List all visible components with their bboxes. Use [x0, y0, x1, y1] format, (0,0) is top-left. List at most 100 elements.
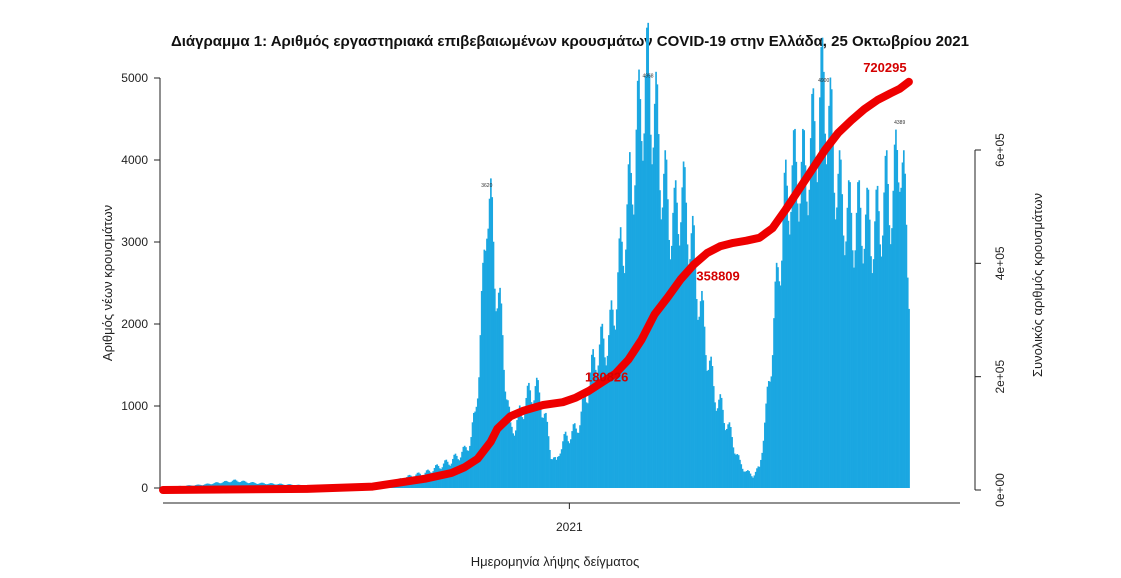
daily-bar: [905, 224, 908, 488]
daily-bar: [753, 475, 756, 488]
daily-bar: [788, 234, 791, 488]
daily-bar: [765, 403, 767, 488]
daily-bar: [778, 281, 781, 488]
daily-bar: [821, 37, 824, 488]
daily-bar: [602, 338, 605, 488]
daily-bar: [668, 239, 670, 488]
daily-bar: [840, 159, 842, 488]
daily-bar: [649, 134, 652, 488]
y-tick-label: 5000: [121, 71, 148, 85]
daily-bar: [592, 349, 594, 488]
daily-bar: [608, 335, 610, 488]
daily-bar: [716, 408, 719, 488]
daily-bar: [878, 211, 880, 488]
daily-bar: [555, 459, 558, 488]
daily-bar: [741, 468, 744, 488]
daily-bar: [712, 386, 715, 488]
daily-bar: [762, 440, 765, 488]
daily-bar: [711, 366, 714, 488]
daily-bar: [723, 423, 726, 488]
daily-bar: [217, 482, 220, 488]
daily-bar: [547, 436, 550, 488]
daily-bar: [728, 422, 731, 488]
y-axis-left-ticks: 0 1000 2000 3000 4000 5000: [121, 71, 160, 495]
daily-bar: [897, 182, 900, 488]
y-tick-label: 1000: [121, 399, 148, 413]
daily-bar: [243, 480, 246, 488]
daily-bar: [554, 457, 556, 488]
daily-bar: [493, 288, 496, 488]
daily-bar: [805, 201, 808, 488]
daily-bar: [775, 262, 778, 488]
y-tick-label: 0: [141, 481, 148, 495]
daily-bar: [218, 483, 221, 488]
daily-bar: [546, 421, 549, 488]
daily-bar: [895, 129, 897, 488]
daily-bar: [545, 412, 547, 488]
daily-bar: [901, 162, 904, 489]
daily-bar: [846, 207, 849, 488]
daily-bar: [710, 356, 712, 488]
y-axis-right-ticks: 0e+00 2e+05 4e+05 6e+05: [975, 133, 1007, 507]
daily-bar: [859, 207, 862, 488]
daily-bar: [685, 202, 688, 489]
daily-bar: [230, 481, 233, 488]
daily-bar: [484, 250, 487, 488]
daily-bar: [661, 207, 664, 489]
daily-bar: [560, 449, 563, 488]
daily-bar: [235, 480, 238, 488]
daily-bar: [577, 432, 580, 488]
daily-bar: [902, 150, 905, 488]
daily-bar: [251, 482, 254, 488]
daily-bar: [832, 137, 834, 488]
cumulative-annotations: 180826 358809 720295: [585, 60, 907, 385]
y-tick-label: 3000: [121, 235, 148, 249]
daily-bar: [752, 477, 754, 488]
daily-bar: [503, 369, 505, 488]
daily-bar: [761, 452, 764, 488]
daily-bar: [851, 250, 854, 488]
daily-bar: [594, 369, 597, 488]
daily-bar: [779, 285, 782, 488]
daily-bar: [807, 215, 809, 489]
daily-bar: [623, 273, 626, 488]
chart-title: Διάγραμμα 1: Αριθμός εργαστηριακά επιβεβ…: [171, 33, 969, 50]
daily-bar: [250, 482, 252, 488]
daily-bar: [543, 413, 546, 488]
daily-bar: [876, 185, 879, 488]
daily-bar: [516, 420, 518, 488]
daily-bar: [729, 427, 732, 488]
daily-bar: [773, 318, 775, 488]
daily-bar: [758, 466, 761, 488]
daily-bar: [850, 212, 853, 489]
daily-bar: [529, 390, 532, 488]
daily-bar: [745, 471, 748, 488]
daily-bar: [794, 128, 796, 488]
daily-bar: [562, 441, 564, 488]
daily-bar: [566, 435, 568, 488]
daily-bar: [686, 244, 689, 488]
daily-bar: [234, 479, 237, 488]
daily-bar: [499, 287, 501, 488]
daily-bar: [766, 386, 769, 488]
daily-bar: [722, 409, 724, 488]
daily-bar: [737, 455, 740, 488]
daily-bar: [707, 369, 710, 488]
daily-bar: [826, 148, 829, 488]
daily-bar: [705, 355, 707, 488]
daily-bar: [904, 173, 906, 488]
daily-bar: [847, 180, 850, 488]
daily-bar: [482, 262, 484, 488]
y2-tick-label: 4e+05: [993, 246, 1007, 280]
x-axis-label: Ημερομηνία λήψης δείγματος: [471, 554, 640, 569]
daily-bar: [483, 249, 486, 488]
daily-bar: [889, 244, 892, 488]
daily-bar: [478, 377, 480, 488]
daily-bar: [571, 431, 573, 488]
daily-bar: [699, 301, 702, 488]
daily-bar: [501, 335, 504, 488]
daily-bar: [474, 411, 476, 488]
daily-bar: [819, 97, 821, 489]
daily-bar: [525, 397, 528, 488]
daily-bar: [552, 457, 555, 488]
